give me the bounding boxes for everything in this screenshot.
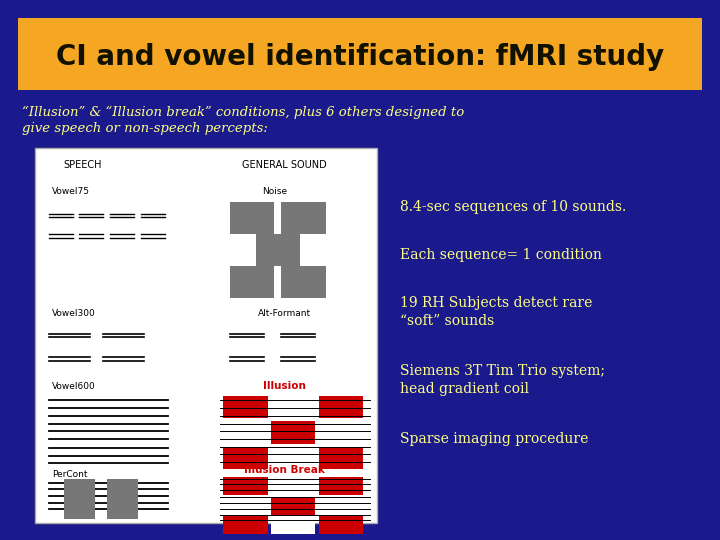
Text: CI and vowel identification: fMRI study: CI and vowel identification: fMRI study: [56, 43, 664, 71]
Bar: [64, 479, 95, 518]
Bar: [256, 234, 300, 266]
Text: Siemens 3T Tim Trio system;
head gradient coil: Siemens 3T Tim Trio system; head gradien…: [400, 364, 605, 396]
Text: Each sequence= 1 condition: Each sequence= 1 condition: [400, 248, 602, 262]
Bar: [271, 395, 315, 418]
Text: Alt-Formant: Alt-Formant: [258, 308, 311, 318]
Bar: [223, 516, 268, 534]
Text: “Illusion” & “Illusion break” conditions, plus 6 others designed to: “Illusion” & “Illusion break” conditions…: [22, 106, 464, 119]
Bar: [223, 477, 268, 495]
Bar: [271, 516, 315, 534]
Text: Vowel600: Vowel600: [52, 382, 96, 390]
Bar: [319, 497, 364, 515]
Text: Vowel75: Vowel75: [52, 187, 90, 195]
Bar: [271, 497, 315, 515]
Bar: [223, 497, 268, 515]
Bar: [107, 479, 138, 518]
Bar: [271, 421, 315, 443]
Text: 8.4-sec sequences of 10 sounds.: 8.4-sec sequences of 10 sounds.: [400, 200, 626, 214]
Bar: [230, 202, 274, 234]
Text: SPEECH: SPEECH: [63, 160, 102, 170]
Text: 19 RH Subjects detect rare
“soft” sounds: 19 RH Subjects detect rare “soft” sounds: [400, 296, 593, 328]
Text: Noise: Noise: [262, 187, 287, 195]
Bar: [223, 395, 268, 418]
Bar: [282, 266, 325, 298]
Text: Vowel300: Vowel300: [52, 308, 96, 318]
Bar: [319, 447, 364, 469]
Bar: [319, 477, 364, 495]
Bar: [223, 421, 268, 443]
Bar: [271, 477, 315, 495]
Text: Sparse imaging procedure: Sparse imaging procedure: [400, 432, 588, 446]
Bar: [18, 18, 702, 90]
Bar: [223, 447, 268, 469]
Bar: [282, 202, 325, 234]
Bar: [319, 516, 364, 534]
Bar: [319, 421, 364, 443]
Bar: [230, 266, 274, 298]
Text: Illusion Break: Illusion Break: [244, 465, 325, 475]
Text: Illusion: Illusion: [264, 381, 306, 391]
Bar: [271, 447, 315, 469]
Text: GENERAL SOUND: GENERAL SOUND: [243, 160, 327, 170]
Text: give speech or non-speech percepts:: give speech or non-speech percepts:: [22, 122, 268, 135]
Bar: [35, 148, 377, 523]
Text: PerCont: PerCont: [52, 470, 88, 479]
Bar: [319, 395, 364, 418]
